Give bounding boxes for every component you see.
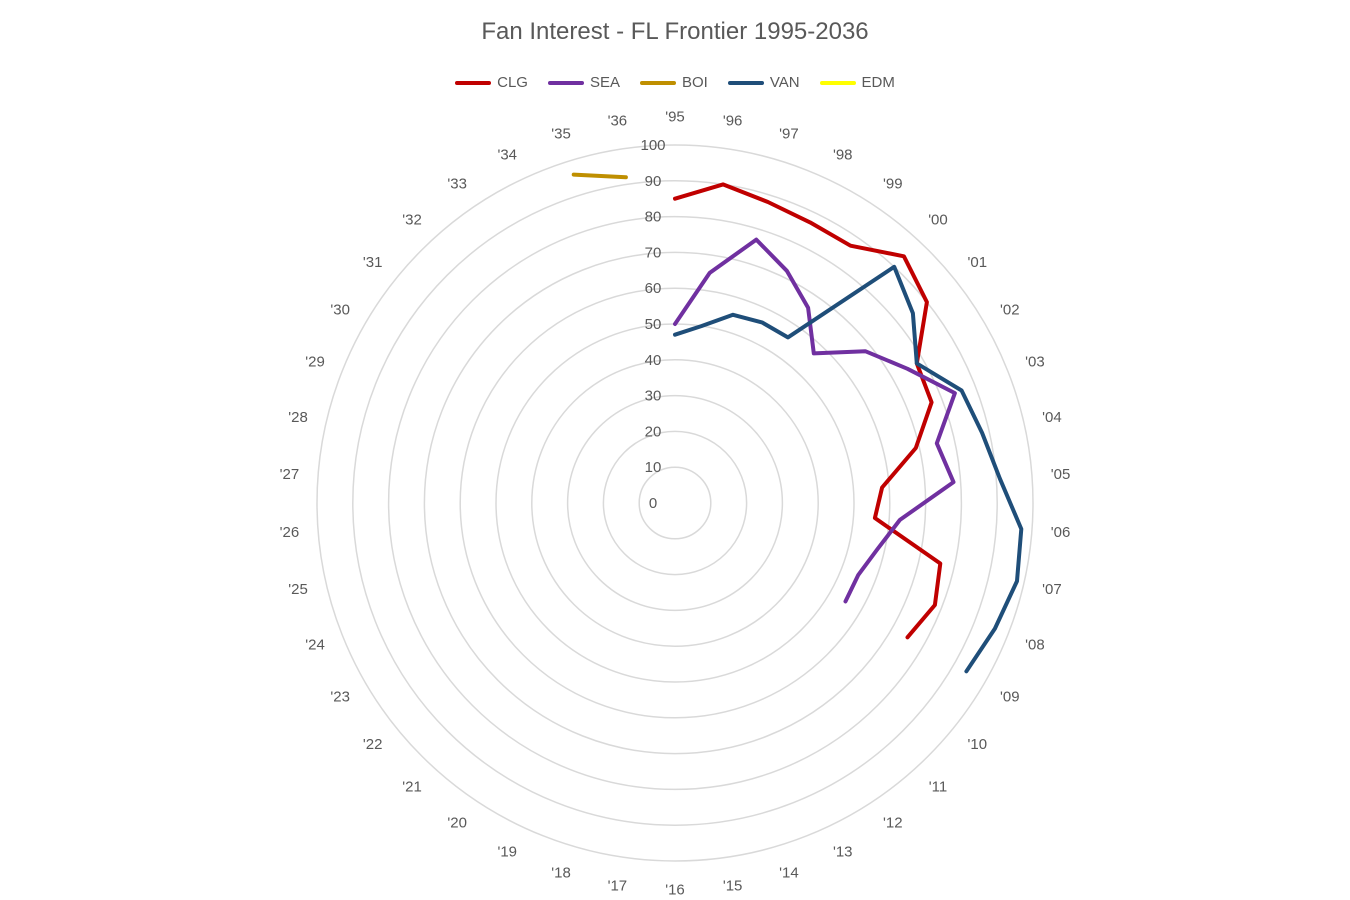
r-tick-label: 20 [645, 423, 662, 440]
category-label: '06 [1051, 524, 1071, 541]
category-label: '08 [1025, 636, 1045, 653]
legend-item-boi[interactable]: BOI [639, 74, 708, 91]
category-label: '09 [1000, 688, 1020, 705]
legend-item-van[interactable]: VAN [727, 74, 800, 91]
legend-label-boi: BOI [681, 74, 708, 91]
series-van [673, 264, 1024, 674]
category-label: '95 [665, 108, 685, 125]
grid-ring-30 [566, 394, 784, 612]
category-label: '05 [1051, 466, 1071, 483]
legend-swatch-van [727, 80, 764, 85]
category-label: '33 [447, 176, 467, 193]
category-label: '29 [305, 354, 325, 371]
series-clg [673, 182, 943, 640]
category-label: '96 [723, 113, 743, 130]
legend-swatch-clg [455, 80, 492, 85]
category-label: '20 [447, 814, 467, 831]
category-label: '04 [1042, 409, 1062, 426]
r-tick-label: 70 [645, 244, 662, 261]
r-tick-label: 50 [645, 316, 662, 333]
r-tick-label: 0 [649, 495, 657, 512]
grid-ring-50 [495, 323, 855, 683]
category-label: '03 [1025, 354, 1045, 371]
legend-item-clg[interactable]: CLG [455, 74, 528, 91]
category-label: '01 [968, 254, 988, 271]
category-label: '36 [608, 113, 628, 130]
legend-label-clg: CLG [497, 74, 528, 91]
r-tick-label: 10 [645, 459, 662, 476]
r-tick-label: 100 [640, 137, 665, 154]
r-tick-label: 90 [645, 173, 662, 190]
category-label: '28 [288, 409, 308, 426]
category-label: '10 [968, 736, 988, 753]
series-line-sea [673, 237, 957, 604]
category-label: '19 [497, 843, 517, 860]
legend-swatch-boi [639, 80, 676, 85]
grid-ring-40 [531, 359, 819, 647]
category-label: '12 [883, 814, 903, 831]
grid-ring-10 [638, 466, 712, 540]
category-label: '25 [288, 581, 308, 598]
category-label: '27 [280, 466, 300, 483]
series-lines [571, 172, 1024, 674]
chart-title: Fan Interest - FL Frontier 1995-2036 [481, 18, 869, 45]
r-tick-label: 40 [645, 352, 662, 369]
category-label: '34 [497, 147, 517, 164]
legend-item-sea[interactable]: SEA [547, 74, 620, 91]
category-label: '24 [305, 636, 325, 653]
grid-ring-70 [423, 251, 927, 755]
series-line-van [673, 264, 1024, 674]
r-tick-label: 30 [645, 388, 662, 405]
category-label: '16 [665, 882, 685, 899]
chart-legend: CLG SEA BOI VAN EDM [0, 74, 1350, 91]
r-tick-label: 60 [645, 280, 662, 297]
category-label: '22 [363, 736, 383, 753]
category-label: '21 [402, 778, 422, 795]
category-label: '11 [929, 778, 947, 795]
grid-ring-80 [387, 215, 963, 791]
legend-label-van: VAN [769, 74, 800, 91]
legend-label-edm: EDM [861, 74, 895, 91]
grid-ring-20 [602, 430, 748, 576]
category-label: '97 [779, 126, 799, 143]
category-label: '00 [928, 212, 948, 229]
category-label: '13 [833, 843, 853, 860]
category-label: '30 [330, 302, 350, 319]
category-label: '26 [280, 524, 300, 541]
series-line-boi [571, 172, 628, 180]
legend-swatch-sea [547, 80, 584, 85]
category-label: '15 [723, 877, 743, 894]
series-line-clg [673, 182, 943, 640]
category-label: '02 [1000, 302, 1020, 319]
category-label: '98 [833, 147, 853, 164]
category-label: '23 [330, 688, 350, 705]
category-label: '14 [779, 864, 799, 881]
grid-ring-90 [352, 180, 998, 826]
r-tick-label: 80 [645, 209, 662, 226]
radial-tick-labels: 0 10 20 30 40 50 60 70 80 90 100 [640, 137, 665, 512]
series-boi [571, 172, 628, 180]
grid-ring-100 [316, 144, 1034, 862]
legend-swatch-edm [819, 80, 856, 85]
category-label: '99 [883, 176, 903, 193]
legend-item-edm[interactable]: EDM [819, 74, 895, 91]
grid-ring-60 [459, 287, 891, 719]
category-labels: '95 '96 '97 '98 '99 '00 '01 '02 '03 '04 '05 '06 '07 '… [280, 108, 1071, 898]
category-label: '17 [608, 877, 628, 894]
series-sea [673, 237, 957, 604]
category-label: '32 [402, 212, 422, 229]
category-label: '31 [363, 254, 383, 271]
category-label: '07 [1042, 581, 1062, 598]
category-label: '35 [551, 126, 571, 143]
legend-label-sea: SEA [589, 74, 620, 91]
category-label: '18 [551, 864, 571, 881]
